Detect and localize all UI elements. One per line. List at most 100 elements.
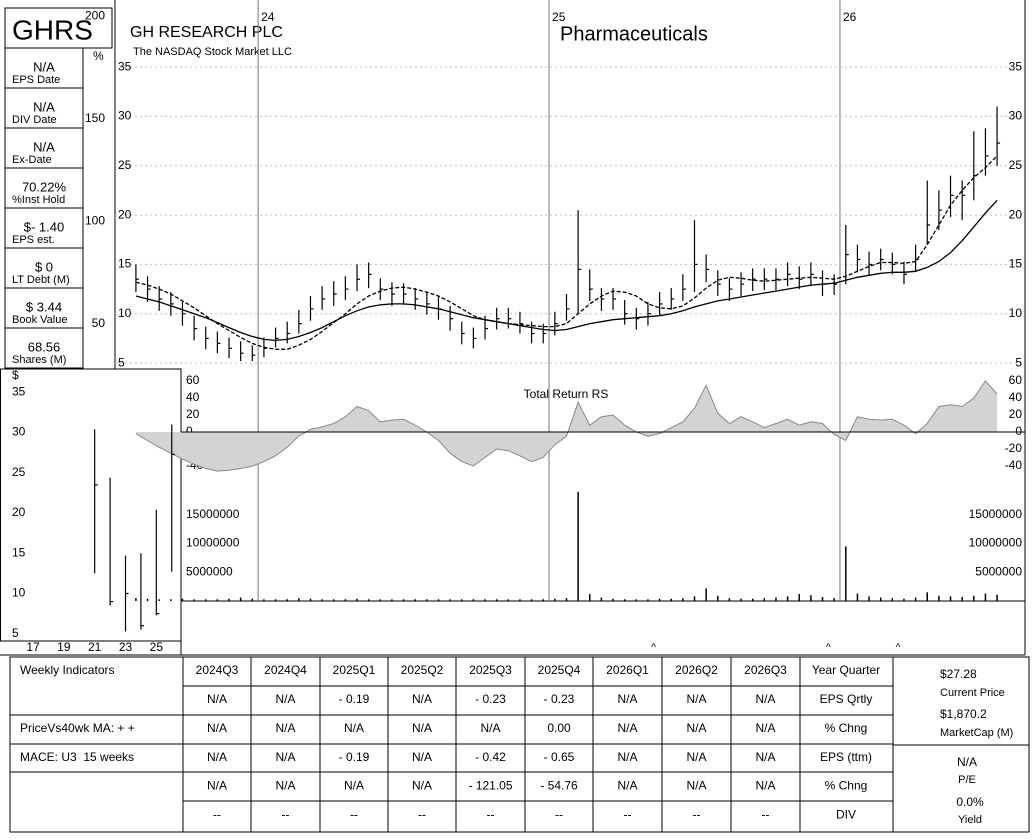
y-tick-label: 5000000 [975,564,1022,578]
table-cell: - 121.05 [468,779,512,793]
exchange: The NASDAQ Stock Market LLC [133,46,292,58]
volume-bar [856,593,859,601]
stat-value: $ 0 [35,259,53,274]
volume-bar [973,595,975,601]
volume-bar [728,598,731,601]
table-cell: N/A [207,779,227,793]
y-tick-label: 5 [12,626,19,640]
rs-line [135,380,998,472]
table-cell: - 0.65 [544,750,575,764]
volume-bar [402,599,405,601]
y-tick-label: 5 [1015,355,1022,369]
table-cell: -- [213,807,221,821]
y-tick-label: 60 [186,373,200,387]
event-marker: ^ [826,643,831,654]
column-header: 2025Q2 [401,663,444,677]
volume-bar [914,597,917,601]
volume-bar [135,598,137,601]
panel-title: Total Return RS [524,387,609,401]
table-cell: - 0.23 [544,692,575,706]
table-cell: -- [555,807,563,821]
volume-bar [367,599,370,601]
stat-value: N/A [33,59,55,74]
y-tick-label: 10 [118,306,132,320]
table-cell: N/A [412,692,432,706]
y-tick-label: 10000000 [186,536,240,550]
y-tick-label: -40 [1005,458,1023,472]
row-label: MACE: U3 15 weeks [20,750,134,764]
table-cell: N/A [412,779,432,793]
y-tick-label: 20 [1009,407,1023,421]
volume-bar [879,597,882,601]
summary-value: $27.28 [940,667,977,681]
volume-bar [449,599,451,601]
stat-label: Shares (M) [12,354,66,366]
stat-value: $ 3.44 [26,299,62,314]
stat-label: Book Value [12,314,67,326]
y-tick-label: 25 [118,158,132,172]
volume-bar [903,598,905,601]
volume-bar [717,595,719,601]
volume-bar [356,598,358,601]
y-tick-label: 15 [1009,257,1023,271]
column-header: 2025Q1 [333,663,376,677]
volume-bar [565,598,568,601]
stat-label: Ex-Date [12,154,52,166]
y-tick-label: 15000000 [186,507,240,521]
summary-label: Yield [958,814,982,826]
company-name: GH RESEARCH PLC [130,24,283,41]
table-cell: N/A [686,721,706,735]
table-cell: -- [418,807,426,821]
volume-bar [158,599,160,601]
table-cell: N/A [207,750,227,764]
volume-bar [298,598,300,601]
x-tick-label: 25 [150,640,164,654]
volume-bar [891,598,894,601]
y-tick-label: 60 [1009,373,1023,387]
table-cell: N/A [686,750,706,764]
volume-bar [507,599,510,601]
volume-bar [391,599,393,601]
volume-bar [623,599,626,601]
table-cell: N/A [617,721,637,735]
event-marker: ^ [896,643,901,654]
table-cell: N/A [755,721,775,735]
volume-bar [344,599,347,601]
volume-bar [763,598,766,601]
volume-bar [786,596,789,601]
table-cell: -- [624,807,632,821]
stat-label: LT Debt (M) [12,274,70,286]
volume-bar [414,599,416,601]
column-header: 2026Q2 [675,663,718,677]
y-tick-label: 15000000 [969,507,1023,521]
y-tick-label: 20 [118,207,132,221]
column-header: 2026Q3 [744,663,787,677]
x-tick-label: 19 [57,640,71,654]
row-label: PriceVs40wk MA: + + [20,721,135,735]
volume-bar [437,599,440,601]
volume-bar [309,598,312,601]
row-metric: EPS Qrtly [820,692,873,706]
y-tick-label: 30 [118,109,132,123]
table-cell: -- [693,807,701,821]
table-cell: N/A [275,750,295,764]
column-header: 2026Q1 [606,663,649,677]
table-cell: N/A [207,721,227,735]
table-cell: N/A [412,721,432,735]
y-tick-label: 5000000 [186,564,233,578]
volume-bar [647,599,649,601]
stat-value: 68.56 [28,339,61,354]
volume-bar [239,597,242,601]
table-cell: N/A [344,779,364,793]
x-tick-label: 24 [261,10,275,24]
row-metric: DIV [836,807,856,821]
volume-bar [682,598,684,601]
volume-bar [263,599,265,601]
stat-value: N/A [33,139,55,154]
symbol: GHRS [12,14,93,45]
y-tick-label: 10 [1009,306,1023,320]
x-tick-label: 26 [843,10,857,24]
y-tick-label: 30 [1009,109,1023,123]
y-tick-label: 10000000 [969,536,1023,550]
